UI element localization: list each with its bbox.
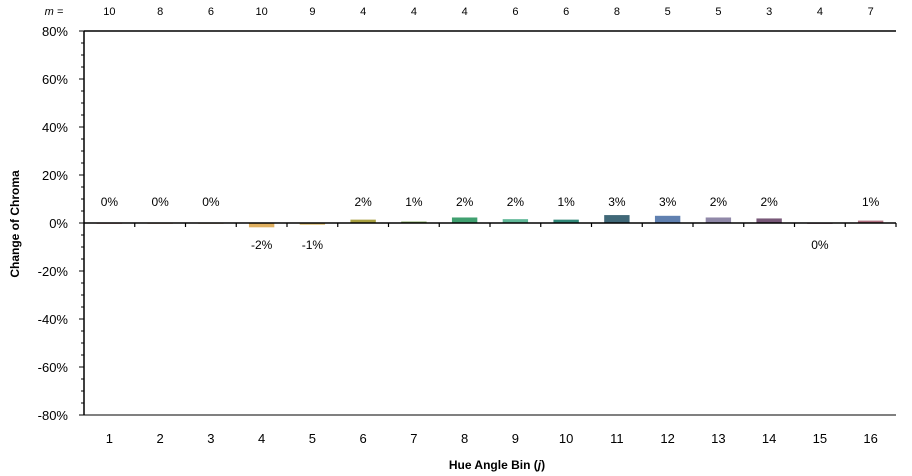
data-label-9: 2%	[507, 195, 525, 209]
x-tick-label-7: 7	[410, 431, 417, 446]
y-tick-label: -80%	[38, 408, 69, 423]
y-tick-label: -40%	[38, 312, 69, 327]
data-label-13: 2%	[710, 195, 728, 209]
sample-count-3: 6	[208, 6, 214, 18]
data-label-6: 2%	[354, 195, 372, 209]
x-tick-label-15: 15	[813, 431, 827, 446]
data-label-15: 0%	[811, 238, 829, 252]
x-tick-label-11: 11	[610, 431, 624, 446]
x-tick-label-8: 8	[461, 431, 468, 446]
sample-count-7: 4	[411, 6, 417, 18]
sample-count-9: 6	[512, 6, 518, 18]
y-tick-label: -60%	[38, 360, 69, 375]
bar-8	[451, 217, 478, 223]
bar-6	[350, 219, 376, 223]
x-axis-title: Hue Angle Bin (j)	[449, 458, 545, 472]
sample-count-13: 5	[715, 6, 721, 18]
x-axis: 1 2 3 4 5 6 7 8 9 10 11 12 13 14 15 16	[84, 222, 897, 446]
y-tick-label: -20%	[38, 264, 69, 279]
sample-count-6: 4	[360, 6, 366, 18]
x-tick-label-2: 2	[157, 431, 164, 446]
data-label-11: 3%	[608, 195, 626, 209]
x-tick-label-6: 6	[360, 431, 367, 446]
x-tick-label-12: 12	[660, 431, 674, 446]
sample-count-14: 3	[766, 6, 772, 18]
bar-5	[299, 223, 326, 225]
y-tick-label: 40%	[42, 120, 68, 135]
sample-count-2: 8	[157, 6, 163, 18]
sample-count-4: 10	[256, 6, 268, 18]
bar-11	[604, 215, 630, 223]
data-label-10: 1%	[557, 195, 575, 209]
data-label-8: 2%	[456, 195, 474, 209]
bar-14	[756, 218, 782, 223]
x-tick-label-16: 16	[863, 431, 877, 446]
x-tick-label-13: 13	[711, 431, 725, 446]
sample-count-16: 7	[868, 6, 874, 18]
data-label-12: 3%	[659, 195, 677, 209]
bar-10	[553, 219, 579, 223]
bar-13	[705, 217, 732, 223]
bar-9	[502, 219, 529, 223]
data-label-7: 1%	[405, 195, 423, 209]
sample-count-10: 6	[563, 6, 569, 18]
y-tick-label: 60%	[42, 72, 68, 87]
sample-count-1: 10	[103, 6, 115, 18]
bar-4	[248, 223, 275, 228]
x-tick-label-3: 3	[207, 431, 214, 446]
x-tick-label-1: 1	[106, 431, 113, 446]
bar-16	[857, 220, 884, 223]
sample-count-8: 4	[462, 6, 468, 18]
y-tick-label: 80%	[42, 24, 68, 39]
sample-count-5: 9	[309, 6, 315, 18]
x-tick-label-4: 4	[258, 431, 265, 446]
data-label-1: 0%	[101, 195, 119, 209]
data-label-16: 1%	[862, 195, 880, 209]
sample-count-prefix: m =	[45, 6, 64, 18]
bar-12	[654, 215, 681, 223]
y-tick-label: 0%	[49, 216, 68, 231]
y-axis: 80% 60% 40% 20% 0% -20% -40% -60% -80%	[38, 24, 84, 423]
sample-count-15: 4	[817, 6, 823, 18]
y-tick-label: 20%	[42, 168, 68, 183]
sample-count-12: 5	[665, 6, 671, 18]
x-tick-label-14: 14	[762, 431, 776, 446]
sample-count-11: 8	[614, 6, 620, 18]
x-tick-label-9: 9	[512, 431, 519, 446]
y-axis-title: Change of Chroma	[8, 170, 22, 278]
x-tick-label-10: 10	[559, 431, 573, 446]
sample-count-row: m = 10 8 6 10 9 4 4 4 6 6 8 5 5 3 4 7	[45, 6, 874, 18]
data-label-14: 2%	[760, 195, 778, 209]
data-label-5: -1%	[302, 238, 324, 252]
data-label-4: -2%	[251, 238, 273, 252]
x-tick-label-5: 5	[309, 431, 316, 446]
data-label-2: 0%	[151, 195, 169, 209]
data-labels: 0% 0% 0% -2% -1% 2% 1% 2% 2% 1% 3% 3% 2% 2% 0% 1%	[101, 195, 880, 252]
data-label-3: 0%	[202, 195, 220, 209]
